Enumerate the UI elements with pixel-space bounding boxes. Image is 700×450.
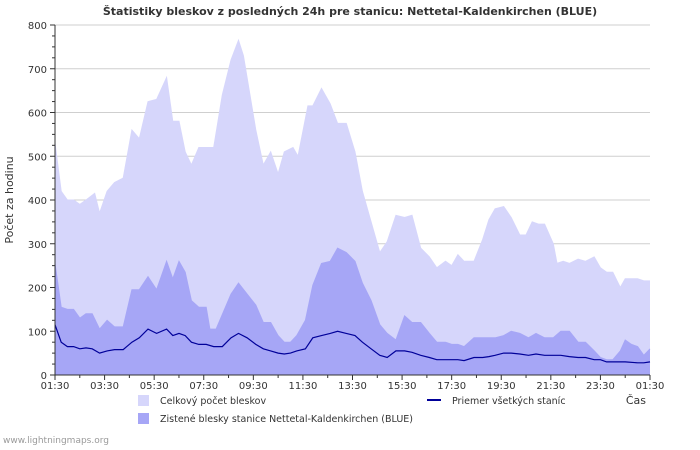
- x-tick-label: 09:30: [239, 381, 268, 392]
- chart-title: Štatistiky bleskov z posledných 24h pre …: [103, 5, 597, 18]
- x-tick-label: 23:30: [586, 381, 615, 392]
- legend-label-2: Zistené blesky stanice Nettetal-Kaldenki…: [160, 414, 413, 425]
- y-tick-label: 500: [28, 152, 47, 163]
- y-tick-label: 800: [28, 21, 47, 32]
- x-tick-label: 13:30: [338, 381, 367, 392]
- y-tick-label: 600: [28, 109, 47, 120]
- legend-label-3: Priemer všetkých staníc: [452, 396, 566, 407]
- y-axis-label: Počet za hodinu: [3, 156, 16, 243]
- legend: Celkový počet bleskov Zistené blesky stan…: [138, 395, 566, 425]
- series-area-outline-1: [54, 38, 650, 289]
- x-tick-label: 03:30: [90, 381, 119, 392]
- y-tick-label: 0: [41, 371, 47, 382]
- x-tick-label: 01:30: [41, 381, 70, 392]
- x-tick-label: 17:30: [437, 381, 466, 392]
- series-line-3: [54, 324, 651, 364]
- series-layer: [54, 38, 651, 376]
- x-tick-label: 05:30: [140, 381, 169, 392]
- x-axis-label: Čas: [626, 394, 646, 407]
- series-area-outline-2: [54, 247, 651, 361]
- legend-swatch-1: [138, 395, 149, 406]
- axes: 0 100 200 300 400 500 600 700 800 01:30 03:30 05:30…: [28, 21, 665, 392]
- y-tick-label: 200: [28, 284, 47, 295]
- x-tick-label: 15:30: [388, 381, 417, 392]
- legend-swatch-2: [138, 413, 149, 424]
- series-area-2: [55, 248, 650, 375]
- footer-credit: www.lightningmaps.org: [3, 436, 109, 446]
- x-tick-label: 19:30: [487, 381, 516, 392]
- y-tick-label: 700: [28, 65, 47, 76]
- y-tick-label: 400: [28, 196, 47, 207]
- x-tick-label: 21:30: [536, 381, 565, 392]
- x-tick-label: 07:30: [189, 381, 218, 392]
- x-tick-label: 11:30: [289, 381, 318, 392]
- series-area-1: [55, 40, 650, 376]
- y-tick-label: 300: [28, 240, 47, 251]
- y-tick-label: 100: [28, 327, 47, 338]
- x-tick-label: 01:30: [636, 381, 665, 392]
- legend-label-1: Celkový počet bleskov: [160, 396, 266, 407]
